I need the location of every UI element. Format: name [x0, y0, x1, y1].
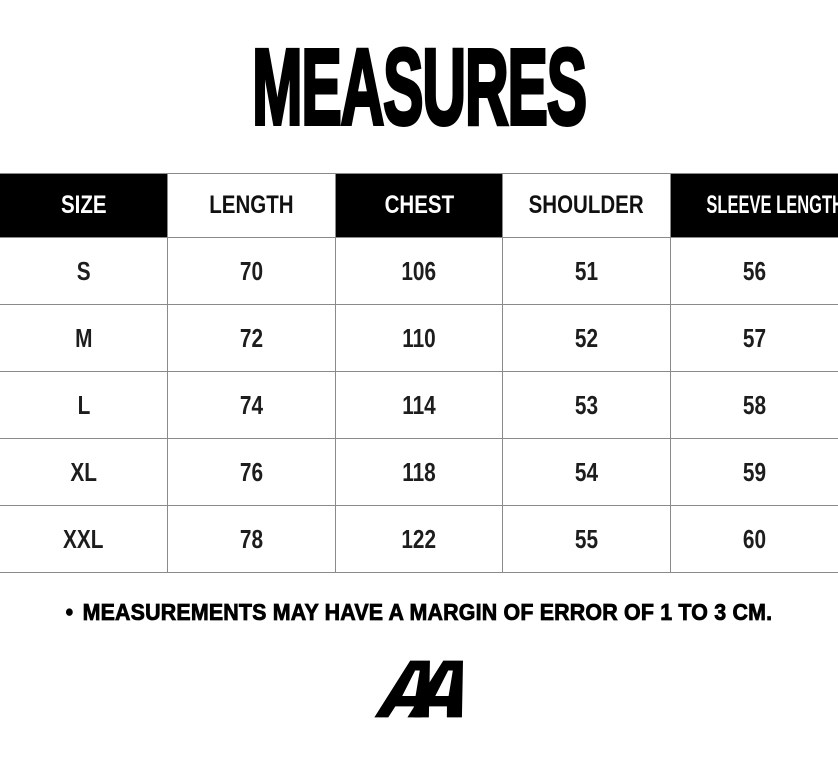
column-header-shoulder-label: SHOULDER	[529, 191, 645, 219]
aa-monogram-icon	[373, 660, 463, 718]
table-row-xxl: XXL 78 122 55 60	[0, 505, 838, 573]
length-value: 74	[239, 389, 263, 420]
chest-value: 122	[401, 523, 437, 554]
size-table: SIZE LENGTH CHEST SHOULDER SLEEVE LENGTH…	[0, 173, 838, 573]
column-header-sleeve-length: SLEEVE LENGTH	[669, 173, 838, 238]
bullet-dot-icon: •	[65, 599, 74, 626]
shoulder-value: 53	[575, 389, 599, 420]
cell-length: 72	[167, 304, 336, 372]
size-table-body: S 70 106 51 56 M 72 110 52 57 L 74 114 5…	[0, 237, 838, 573]
sleeve-length-value: 57	[742, 322, 766, 353]
cell-sleeve-length: 56	[669, 237, 838, 305]
logo-block	[0, 660, 838, 718]
shoulder-value: 55	[575, 523, 599, 554]
cell-size: M	[0, 304, 169, 372]
size-value: XXL	[63, 523, 104, 554]
cell-length: 76	[167, 438, 336, 506]
cell-sleeve-length: 60	[669, 505, 838, 573]
cell-size: L	[0, 371, 169, 439]
sleeve-length-value: 60	[742, 523, 766, 554]
column-header-shoulder: SHOULDER	[502, 173, 671, 238]
table-row-m: M 72 110 52 57	[0, 304, 838, 372]
page-title: MEASURES	[251, 25, 588, 147]
cell-sleeve-length: 58	[669, 371, 838, 439]
cell-sleeve-length: 59	[669, 438, 838, 506]
cell-length: 78	[167, 505, 336, 573]
chest-value: 114	[402, 389, 436, 420]
table-row-s: S 70 106 51 56	[0, 237, 838, 305]
cell-length: 74	[167, 371, 336, 439]
cell-shoulder: 53	[502, 371, 671, 439]
column-header-length: LENGTH	[167, 173, 336, 238]
cell-length: 70	[167, 237, 336, 305]
column-header-chest: CHEST	[334, 173, 504, 238]
length-value: 70	[239, 255, 263, 286]
size-value: M	[74, 322, 93, 353]
cell-sleeve-length: 57	[669, 304, 838, 372]
cell-chest: 106	[334, 237, 504, 305]
cell-size: XL	[0, 438, 169, 506]
cell-chest: 122	[334, 505, 504, 573]
cell-chest: 118	[334, 438, 504, 506]
chest-value: 106	[401, 255, 437, 286]
shoulder-value: 52	[575, 322, 599, 353]
sleeve-length-value: 56	[742, 255, 766, 286]
cell-shoulder: 51	[502, 237, 671, 305]
cell-chest: 110	[334, 304, 504, 372]
length-value: 72	[239, 322, 263, 353]
size-value: S	[76, 255, 91, 286]
sleeve-length-value: 59	[742, 456, 766, 487]
column-header-chest-label: CHEST	[384, 191, 454, 219]
margin-of-error-note-text: MEASUREMENTS MAY HAVE A MARGIN OF ERROR …	[82, 599, 773, 626]
size-value: L	[77, 389, 90, 420]
sleeve-length-value: 58	[742, 389, 766, 420]
shoulder-value: 51	[575, 255, 599, 286]
size-chart-page: MEASURES SIZE LENGTH CHEST SHOULDER SLEE…	[0, 0, 838, 718]
header-row: SIZE LENGTH CHEST SHOULDER SLEEVE LENGTH	[0, 173, 838, 238]
cell-size: S	[0, 237, 169, 305]
title-block: MEASURES	[0, 0, 838, 173]
column-header-size: SIZE	[0, 173, 169, 238]
chest-value: 118	[402, 456, 436, 487]
cell-chest: 114	[334, 371, 504, 439]
size-value: XL	[70, 456, 97, 487]
table-row-xl: XL 76 118 54 59	[0, 438, 838, 506]
cell-shoulder: 52	[502, 304, 671, 372]
column-header-length-label: LENGTH	[209, 191, 294, 219]
table-row-l: L 74 114 53 58	[0, 371, 838, 439]
shoulder-value: 54	[575, 456, 599, 487]
column-header-sleeve-length-label: SLEEVE LENGTH	[706, 191, 838, 219]
size-table-header: SIZE LENGTH CHEST SHOULDER SLEEVE LENGTH	[0, 173, 838, 238]
length-value: 78	[239, 523, 263, 554]
column-header-size-label: SIZE	[60, 191, 107, 219]
chest-value: 110	[402, 322, 436, 353]
cell-size: XXL	[0, 505, 169, 573]
note-block: • MEASUREMENTS MAY HAVE A MARGIN OF ERROR…	[0, 599, 838, 626]
margin-of-error-note: • MEASUREMENTS MAY HAVE A MARGIN OF ERROR…	[65, 599, 773, 626]
length-value: 76	[239, 456, 263, 487]
cell-shoulder: 55	[502, 505, 671, 573]
cell-shoulder: 54	[502, 438, 671, 506]
